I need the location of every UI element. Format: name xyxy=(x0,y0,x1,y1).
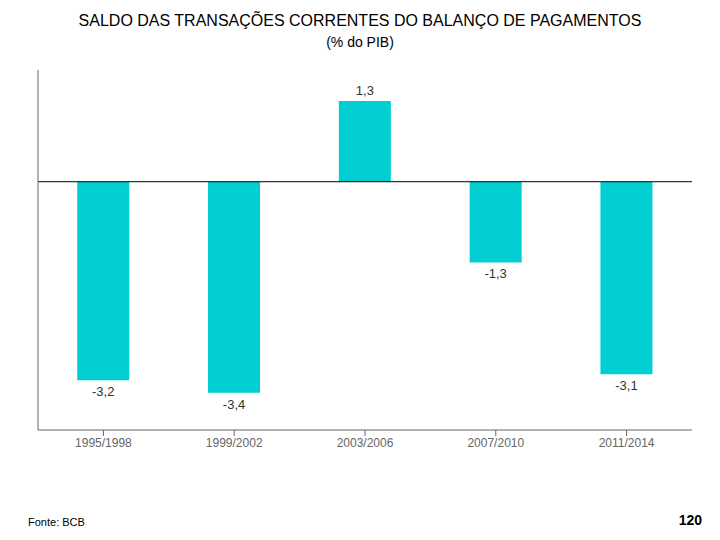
html-text:SALDO DAS TRANSAÇÕES CORRENTES: SALDO DAS TRANSAÇÕES CORRENTES DO BALANÇ… xyxy=(78,12,642,29)
svg-text:-1,3: -1,3 xyxy=(484,266,506,281)
svg-text:2011/2014: 2011/2014 xyxy=(599,436,655,450)
svg-text:-3,1: -3,1 xyxy=(615,378,637,393)
svg-text:2007/2010: 2007/2010 xyxy=(467,436,524,450)
html-text:Fonte: BCB: Fonte: BCB xyxy=(28,516,85,528)
svg-text:1999/2002: 1999/2002 xyxy=(206,436,263,450)
svg-text:-3,4: -3,4 xyxy=(223,397,245,412)
svg-text:2003/2006: 2003/2006 xyxy=(337,436,394,450)
html-text:(% do PIB): (% do PIB) xyxy=(326,34,394,50)
svg-text:-3,2: -3,2 xyxy=(92,384,114,399)
svg-text:1,3: 1,3 xyxy=(356,83,374,98)
svg-text:1995/1998: 1995/1998 xyxy=(75,436,132,450)
html-text:120: 120 xyxy=(678,512,702,528)
